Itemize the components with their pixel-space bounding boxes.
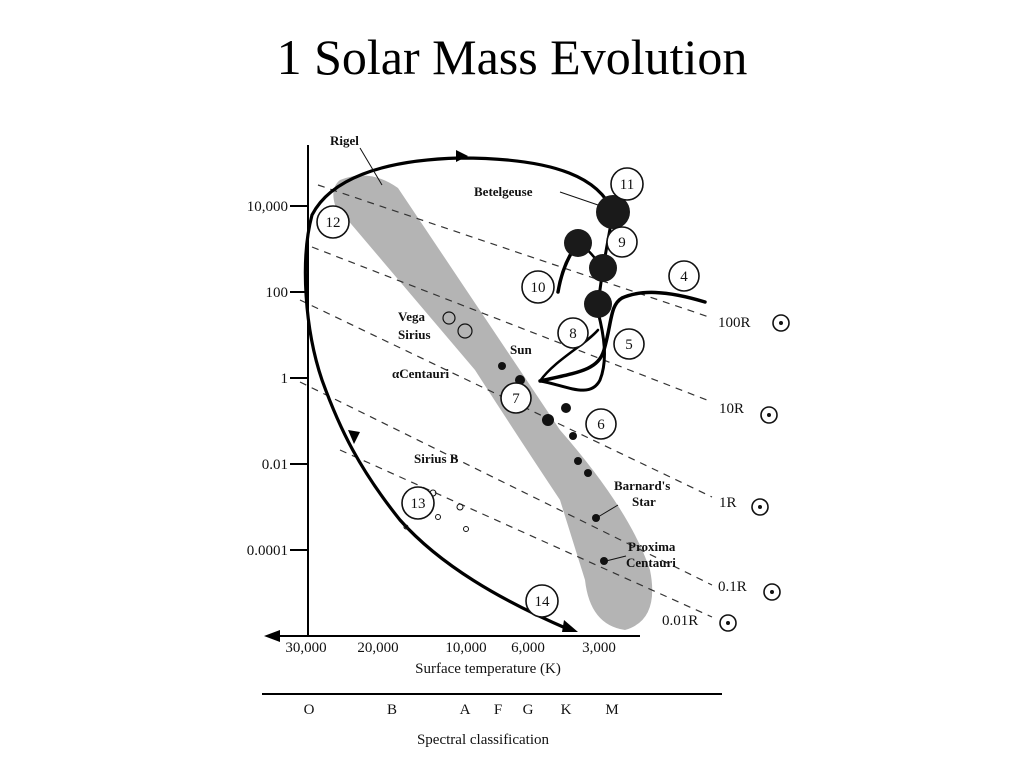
sun-symbol-icon xyxy=(751,498,769,516)
track-arrow-icon xyxy=(562,620,578,632)
radius-lines xyxy=(299,184,713,618)
stage-markers xyxy=(316,167,700,618)
sun-symbol-icon xyxy=(719,614,737,632)
star-label-vega: Vega xyxy=(398,309,425,324)
spectral-class-K: K xyxy=(561,702,572,718)
spectral-class-M: M xyxy=(605,702,618,718)
stage-4: 4 xyxy=(680,269,688,285)
y-tick-1: 1 xyxy=(281,371,289,387)
spectral-class-A: A xyxy=(460,702,471,718)
x-tick-6000: 6,000 xyxy=(511,640,545,656)
star-label-sirius: Sirius xyxy=(398,327,431,342)
giant-markers xyxy=(564,195,630,318)
stage-8: 8 xyxy=(569,326,577,342)
star-label-sirius-b: Sirius B xyxy=(414,451,459,466)
x-tick-20000: 20,000 xyxy=(357,640,398,656)
stage-5: 5 xyxy=(625,337,633,353)
x-axis-label: Surface temperature (K) xyxy=(415,661,561,677)
stage-11: 11 xyxy=(620,177,634,193)
y-tick-100: 100 xyxy=(266,285,289,301)
y-tick-0.01: 0.01 xyxy=(262,457,288,473)
stage-10: 10 xyxy=(531,280,546,296)
radius-label-10R: 10R xyxy=(719,401,744,417)
stage-9: 9 xyxy=(618,235,626,251)
radius-label-1R: 1R xyxy=(719,495,737,511)
stage-14: 14 xyxy=(535,594,551,610)
star-label-alpha-centauri: αCentauri xyxy=(392,366,449,381)
x-tick-3000: 3,000 xyxy=(582,640,616,656)
spectral-class-B: B xyxy=(387,702,397,718)
stage-12: 12 xyxy=(326,215,341,231)
star-label-sun: Sun xyxy=(510,342,532,357)
slide-title: 1 Solar Mass Evolution xyxy=(276,29,748,85)
track-arrow-icon xyxy=(348,430,360,444)
sun-symbol-icon xyxy=(772,314,790,332)
star-label-proxima-2: Centauri xyxy=(626,555,676,570)
x-tick-10000: 10,000 xyxy=(445,640,486,656)
main-sequence-stars xyxy=(498,362,608,565)
spectral-label: Spectral classification xyxy=(417,732,550,748)
star-label-barnards-2: Star xyxy=(632,494,656,509)
stage-6: 6 xyxy=(597,417,605,433)
white-dwarf-markers xyxy=(403,489,469,532)
spectral-class-F: F xyxy=(494,702,502,718)
radius-label-100R: 100R xyxy=(718,315,751,331)
y-tick-10000: 10,000 xyxy=(247,199,288,215)
star-label-rigel: Rigel xyxy=(330,133,359,148)
spectral-class-O: O xyxy=(304,702,315,718)
star-label-betelgeuse: Betelgeuse xyxy=(474,184,533,199)
star-label-barnards-1: Barnard's xyxy=(614,478,670,493)
spectral-class-G: G xyxy=(523,702,534,718)
x-axis-arrow-icon xyxy=(264,630,280,642)
track-arrow-icon xyxy=(456,150,468,162)
star-label-proxima-1: Proxima xyxy=(628,539,676,554)
sun-symbol-icon xyxy=(760,406,778,424)
stage-7: 7 xyxy=(512,391,520,407)
y-tick-0.0001: 0.0001 xyxy=(247,543,288,559)
x-tick-30000: 30,000 xyxy=(285,640,326,656)
radius-label-0.01R: 0.01R xyxy=(662,613,698,629)
sun-symbol-icon xyxy=(763,583,781,601)
radius-label-0.1R: 0.1R xyxy=(718,579,747,595)
stage-13: 13 xyxy=(411,496,426,512)
